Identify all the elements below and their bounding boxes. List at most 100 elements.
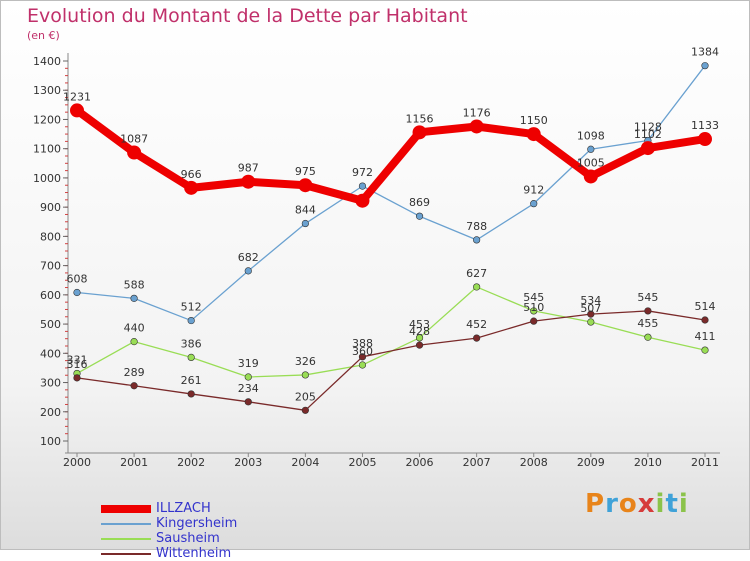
data-label: 388 xyxy=(352,337,373,350)
x-tick-label: 2011 xyxy=(691,456,719,469)
y-tick-label: 600 xyxy=(40,289,61,302)
data-label: 1087 xyxy=(120,132,148,145)
y-tick-label: 1400 xyxy=(33,55,61,68)
logo-letter: o xyxy=(618,489,638,519)
data-label: 1128 xyxy=(634,121,662,134)
legend-swatch xyxy=(101,505,151,513)
data-label: 326 xyxy=(295,355,316,368)
legend-label: Sausheim xyxy=(156,531,220,546)
y-tick-label: 800 xyxy=(40,230,61,243)
data-point xyxy=(701,62,709,70)
x-tick-label: 2005 xyxy=(348,456,376,469)
legend-swatch xyxy=(101,553,151,555)
y-tick-label: 1100 xyxy=(33,143,61,156)
data-point xyxy=(473,334,481,342)
data-point xyxy=(355,193,370,208)
data-point xyxy=(701,316,709,324)
data-point xyxy=(412,125,427,140)
y-tick-label: 100 xyxy=(40,435,61,448)
data-point xyxy=(530,200,538,208)
data-point xyxy=(73,374,81,382)
data-point xyxy=(130,338,138,346)
data-point xyxy=(644,333,652,341)
logo-letter: P xyxy=(585,489,606,519)
chart-title: Evolution du Montant de la Dette par Hab… xyxy=(27,5,468,27)
legend-label: Kingersheim xyxy=(156,516,238,531)
data-point xyxy=(701,346,709,354)
x-tick-label: 2008 xyxy=(520,456,548,469)
data-label: 1384 xyxy=(691,46,719,59)
data-label: 514 xyxy=(695,300,716,313)
x-tick-label: 2007 xyxy=(463,456,491,469)
data-label: 1102 xyxy=(634,128,662,141)
data-point xyxy=(301,219,309,228)
y-tick-label: 200 xyxy=(40,406,61,419)
y-tick-label: 900 xyxy=(40,201,61,214)
data-point xyxy=(70,103,84,118)
series-line-sausheim xyxy=(76,286,706,378)
data-label: 440 xyxy=(124,322,145,335)
data-label: 331 xyxy=(67,353,88,366)
logo-letter: r xyxy=(605,489,619,519)
data-label: 411 xyxy=(695,330,716,343)
data-label: 1098 xyxy=(577,129,605,142)
data-label: 545 xyxy=(523,291,544,304)
data-point xyxy=(473,283,481,291)
data-label: 386 xyxy=(181,337,202,350)
data-label: 234 xyxy=(238,382,259,395)
series-line-wittenheim xyxy=(76,310,706,411)
data-label: 608 xyxy=(67,273,88,286)
data-label: 545 xyxy=(637,291,658,304)
data-point xyxy=(184,180,199,195)
data-point xyxy=(644,307,652,315)
data-label: 1176 xyxy=(463,106,491,119)
data-label: 966 xyxy=(181,168,202,181)
data-point xyxy=(130,294,138,302)
data-point xyxy=(469,119,484,134)
data-point xyxy=(358,182,367,190)
legend-swatch xyxy=(101,538,151,540)
logo-letter: i xyxy=(678,489,689,519)
y-tick-label: 400 xyxy=(40,347,61,360)
data-point xyxy=(587,318,595,326)
x-tick-label: 2010 xyxy=(634,456,662,469)
data-label: 869 xyxy=(409,196,430,209)
x-tick-label: 2009 xyxy=(577,456,605,469)
data-point xyxy=(187,390,195,398)
data-label: 1231 xyxy=(63,90,91,103)
data-label: 510 xyxy=(523,301,544,314)
data-point xyxy=(698,132,712,147)
data-point xyxy=(530,307,538,315)
data-label: 428 xyxy=(409,325,430,338)
series-line-kingersheim xyxy=(76,65,706,322)
data-label: 205 xyxy=(295,390,316,403)
data-point xyxy=(415,341,424,349)
data-point xyxy=(187,353,195,362)
logo-letter: x xyxy=(637,489,656,519)
data-point xyxy=(530,317,538,325)
line-chart: 1002003004005006007008009001000110012001… xyxy=(33,46,720,469)
y-tick-label: 300 xyxy=(40,377,61,390)
data-label: 261 xyxy=(181,374,202,387)
data-point xyxy=(583,169,598,184)
data-label: 682 xyxy=(238,251,259,264)
data-point xyxy=(415,334,424,342)
legend-swatch xyxy=(101,523,151,525)
data-point xyxy=(587,310,595,318)
data-label: 1005 xyxy=(577,156,605,169)
data-point xyxy=(301,371,309,379)
data-label: 360 xyxy=(352,345,373,358)
x-tick-label: 2004 xyxy=(291,456,319,469)
data-label: 972 xyxy=(352,166,373,179)
data-point xyxy=(301,406,309,414)
data-point xyxy=(358,353,367,361)
data-point xyxy=(244,373,252,381)
proxiti-logo: Proxiti xyxy=(585,489,689,519)
y-tick-label: 1000 xyxy=(33,172,61,185)
data-label: 844 xyxy=(295,204,316,217)
data-point xyxy=(358,361,367,369)
y-tick-label: 500 xyxy=(40,318,61,331)
y-tick-label: 1300 xyxy=(33,84,61,97)
data-point xyxy=(244,398,252,406)
